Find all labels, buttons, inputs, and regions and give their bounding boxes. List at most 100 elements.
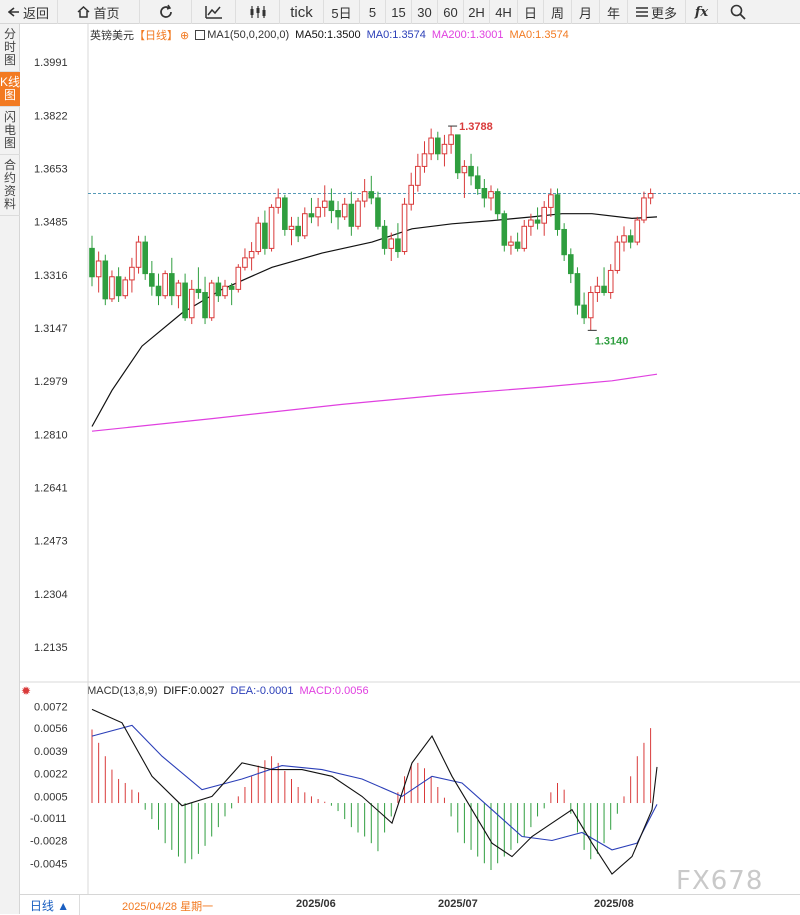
candle — [381, 220, 388, 255]
candle — [361, 179, 368, 208]
month-label-aug: 2025/08 — [594, 898, 634, 910]
candle-body — [408, 184, 414, 205]
candle — [521, 220, 528, 252]
candle — [395, 223, 401, 258]
tab-time-sharing[interactable]: 分时图 — [0, 24, 20, 72]
period-year[interactable]: 年 — [600, 0, 628, 24]
price-chart[interactable]: 1.3991 1.3822 1.3653 1.3485 1.3316 1.3147 1.29… — [20, 24, 800, 894]
period-week[interactable]: 周 — [544, 0, 572, 24]
candle-body — [222, 285, 228, 297]
price-tick-label: 1.3653 — [34, 164, 68, 176]
candle-body — [395, 238, 401, 253]
back-button[interactable]: 返回 — [0, 0, 58, 24]
macd-legend: ✹ MACD(13,8,9) DIFF:0.0027 DEA:-0.0001 M… — [20, 684, 369, 698]
ma-settings-icon[interactable] — [195, 30, 206, 40]
period-day[interactable]: 日 — [518, 0, 544, 24]
macd-value: MACD:0.0056 — [299, 685, 369, 697]
period-selector[interactable]: 日线 ▲ — [20, 895, 80, 915]
search-button[interactable] — [718, 0, 758, 24]
candle — [175, 279, 182, 309]
candle — [235, 264, 242, 293]
candle-body — [208, 282, 215, 319]
chart-type-button[interactable] — [192, 0, 236, 24]
candle — [308, 197, 315, 224]
tab-contract-info[interactable]: 合约资料 — [0, 155, 20, 216]
candle-body — [115, 276, 122, 297]
candle-body — [435, 137, 441, 155]
candle — [621, 226, 627, 252]
period-label: 2H — [468, 4, 485, 20]
refresh-button[interactable] — [140, 0, 192, 24]
price-tick-label: 1.2979 — [34, 376, 68, 388]
price-tick-label: 1.2135 — [34, 642, 68, 654]
candle — [641, 191, 647, 224]
period-30min[interactable]: 30 — [412, 0, 438, 24]
candle-body — [355, 200, 361, 227]
candle-body — [122, 279, 129, 297]
candle-body — [182, 282, 188, 319]
tab-lightning[interactable]: 闪电图 — [0, 107, 20, 155]
candle-body — [162, 273, 168, 297]
period-5min[interactable]: 5 — [360, 0, 386, 24]
period-2h[interactable]: 2H — [464, 0, 490, 24]
candle — [202, 276, 208, 325]
tab-kline[interactable]: K线图 — [0, 72, 20, 107]
candle-body — [348, 203, 355, 227]
candle-body — [481, 187, 488, 199]
candle — [295, 216, 301, 243]
more-button[interactable]: 更多 — [628, 0, 686, 24]
candle — [375, 191, 381, 230]
chart-area: 英镑美元 【日线】 ⊕ MA1(50,0,200,0) MA50:1.3500 … — [20, 24, 800, 914]
period-label: 月 — [578, 5, 592, 21]
price-tick-label: 1.3316 — [34, 270, 68, 282]
candle — [348, 191, 355, 236]
candle-body — [375, 197, 381, 227]
tick-label: tick — [290, 3, 313, 21]
candle-body — [321, 200, 328, 208]
period-5day[interactable]: 5日 — [324, 0, 360, 24]
candle-body — [468, 165, 474, 177]
candle-body — [169, 273, 175, 297]
candle-body — [614, 241, 621, 271]
candle-body — [494, 191, 501, 215]
candle-body — [568, 254, 574, 275]
main-legend: 英镑美元 【日线】 ⊕ MA1(50,0,200,0) MA50:1.3500 … — [90, 27, 569, 43]
candle-body — [368, 191, 375, 199]
candlestick-icon — [250, 6, 265, 18]
candle-type-button[interactable] — [236, 0, 280, 24]
candle — [435, 131, 441, 161]
candle-body — [361, 191, 368, 202]
candle — [541, 201, 548, 236]
dea-line — [91, 724, 658, 851]
candle-body — [95, 260, 102, 278]
candle — [188, 279, 195, 325]
period-4h[interactable]: 4H — [490, 0, 518, 24]
candle — [368, 175, 375, 205]
macd-name: MACD(13,8,9) — [87, 685, 158, 697]
candle — [514, 232, 521, 252]
candle-body — [288, 225, 295, 230]
ma1-label: MA1(50,0,200,0) — [207, 29, 290, 41]
candle — [355, 197, 361, 230]
tick-button[interactable]: tick — [280, 0, 324, 24]
period-15min[interactable]: 15 — [386, 0, 412, 24]
macd-diff: DIFF:0.0027 — [163, 685, 225, 697]
back-label: 返回 — [22, 5, 49, 21]
candle-body — [461, 165, 468, 174]
formula-button[interactable]: fx — [686, 0, 718, 24]
home-button[interactable]: 首页 — [58, 0, 140, 24]
period-tag: 【日线】 — [134, 30, 178, 42]
candle-body — [175, 282, 182, 297]
candle-body — [282, 197, 288, 230]
candle — [568, 248, 574, 284]
period-month[interactable]: 月 — [572, 0, 600, 24]
candle — [242, 248, 248, 271]
macd-gear-icon[interactable]: ✹ — [21, 684, 32, 698]
candle — [255, 216, 262, 255]
candle-body — [149, 273, 155, 287]
period-60min[interactable]: 60 — [438, 0, 464, 24]
candle — [321, 185, 328, 217]
candle — [448, 126, 454, 154]
settings-icon[interactable]: ⊕ — [180, 29, 190, 42]
price-tick-label: 1.3485 — [34, 217, 68, 229]
